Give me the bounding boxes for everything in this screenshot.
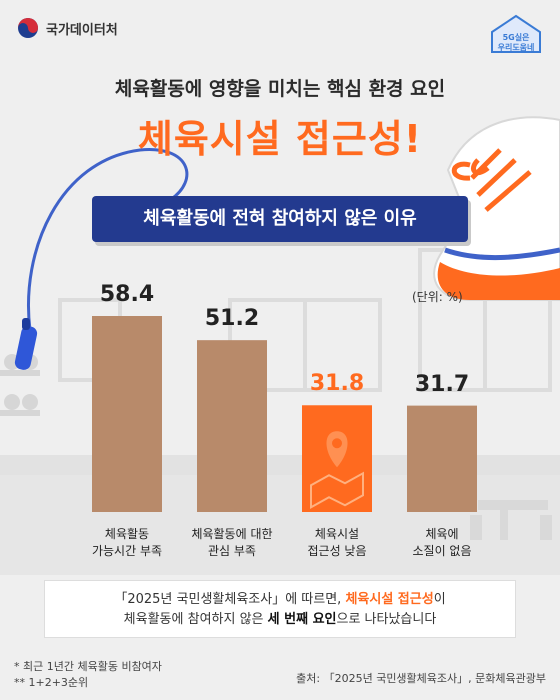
bar-4 — [407, 405, 477, 512]
value-label-4: 31.7 — [414, 371, 470, 397]
category-label-4: 체육에 소질이 없음 — [412, 527, 472, 558]
category-label-2: 체육활동에 대한 관심 부족 — [191, 527, 273, 558]
bar-2 — [197, 340, 267, 512]
summary-box: 「2025년 국민생활체육조사」에 따르면, 체육시설 접근성이 체육활동에 참… — [44, 580, 516, 638]
map-pin-icon — [310, 431, 364, 509]
badge-line2: 우리도움네 — [497, 43, 535, 52]
summary-text-1a: 「2025년 국민생활체육조사」에 따르면, — [114, 592, 346, 607]
badge-line1: 5G실은 — [502, 33, 530, 42]
chart-title-banner: 체육활동에 전혀 참여하지 않은 이유 — [92, 196, 468, 242]
taegeuk-icon — [18, 18, 38, 38]
source-note: 출처: 「2025년 국민생활체육조사」, 문화체육관광부 — [296, 672, 546, 685]
value-label-3: 31.8 — [309, 371, 365, 397]
house-badge-icon — [491, 14, 541, 53]
category-label-3: 체육시설 접근성 낮음 — [307, 527, 367, 558]
footnote-1: * 최근 1년간 체육활동 비참여자 — [14, 660, 162, 673]
government-logo: 국가데이터처 — [16, 16, 118, 40]
campaign-badge: 5G실은 우리도움네 — [484, 12, 548, 56]
summary-highlight-1: 체육시설 접근성 — [345, 592, 434, 607]
logo-label: 국가데이터처 — [46, 22, 118, 38]
summary-text-2a: 체육활동에 참여하지 않은 — [123, 612, 268, 627]
summary-highlight-2: 세 번째 요인 — [267, 612, 337, 627]
summary-text-1c: 이 — [433, 592, 446, 607]
sneaker-icon — [433, 116, 560, 301]
jump-rope-icon — [27, 148, 189, 331]
summary-text-2c: 으로 나타났습니다 — [336, 612, 437, 627]
footnote-2: ** 1+2+3순위 — [14, 676, 89, 689]
bar-1 — [92, 316, 162, 512]
value-label-1: 58.4 — [99, 282, 155, 307]
value-label-2: 51.2 — [204, 306, 260, 332]
unit-label: (단위: %) — [412, 290, 463, 304]
headline: 체육시설 접근성! — [137, 117, 423, 161]
category-label-1: 체육활동 가능시간 부족 — [91, 527, 163, 558]
subtitle: 체육활동에 영향을 미치는 핵심 환경 요인 — [114, 78, 446, 100]
